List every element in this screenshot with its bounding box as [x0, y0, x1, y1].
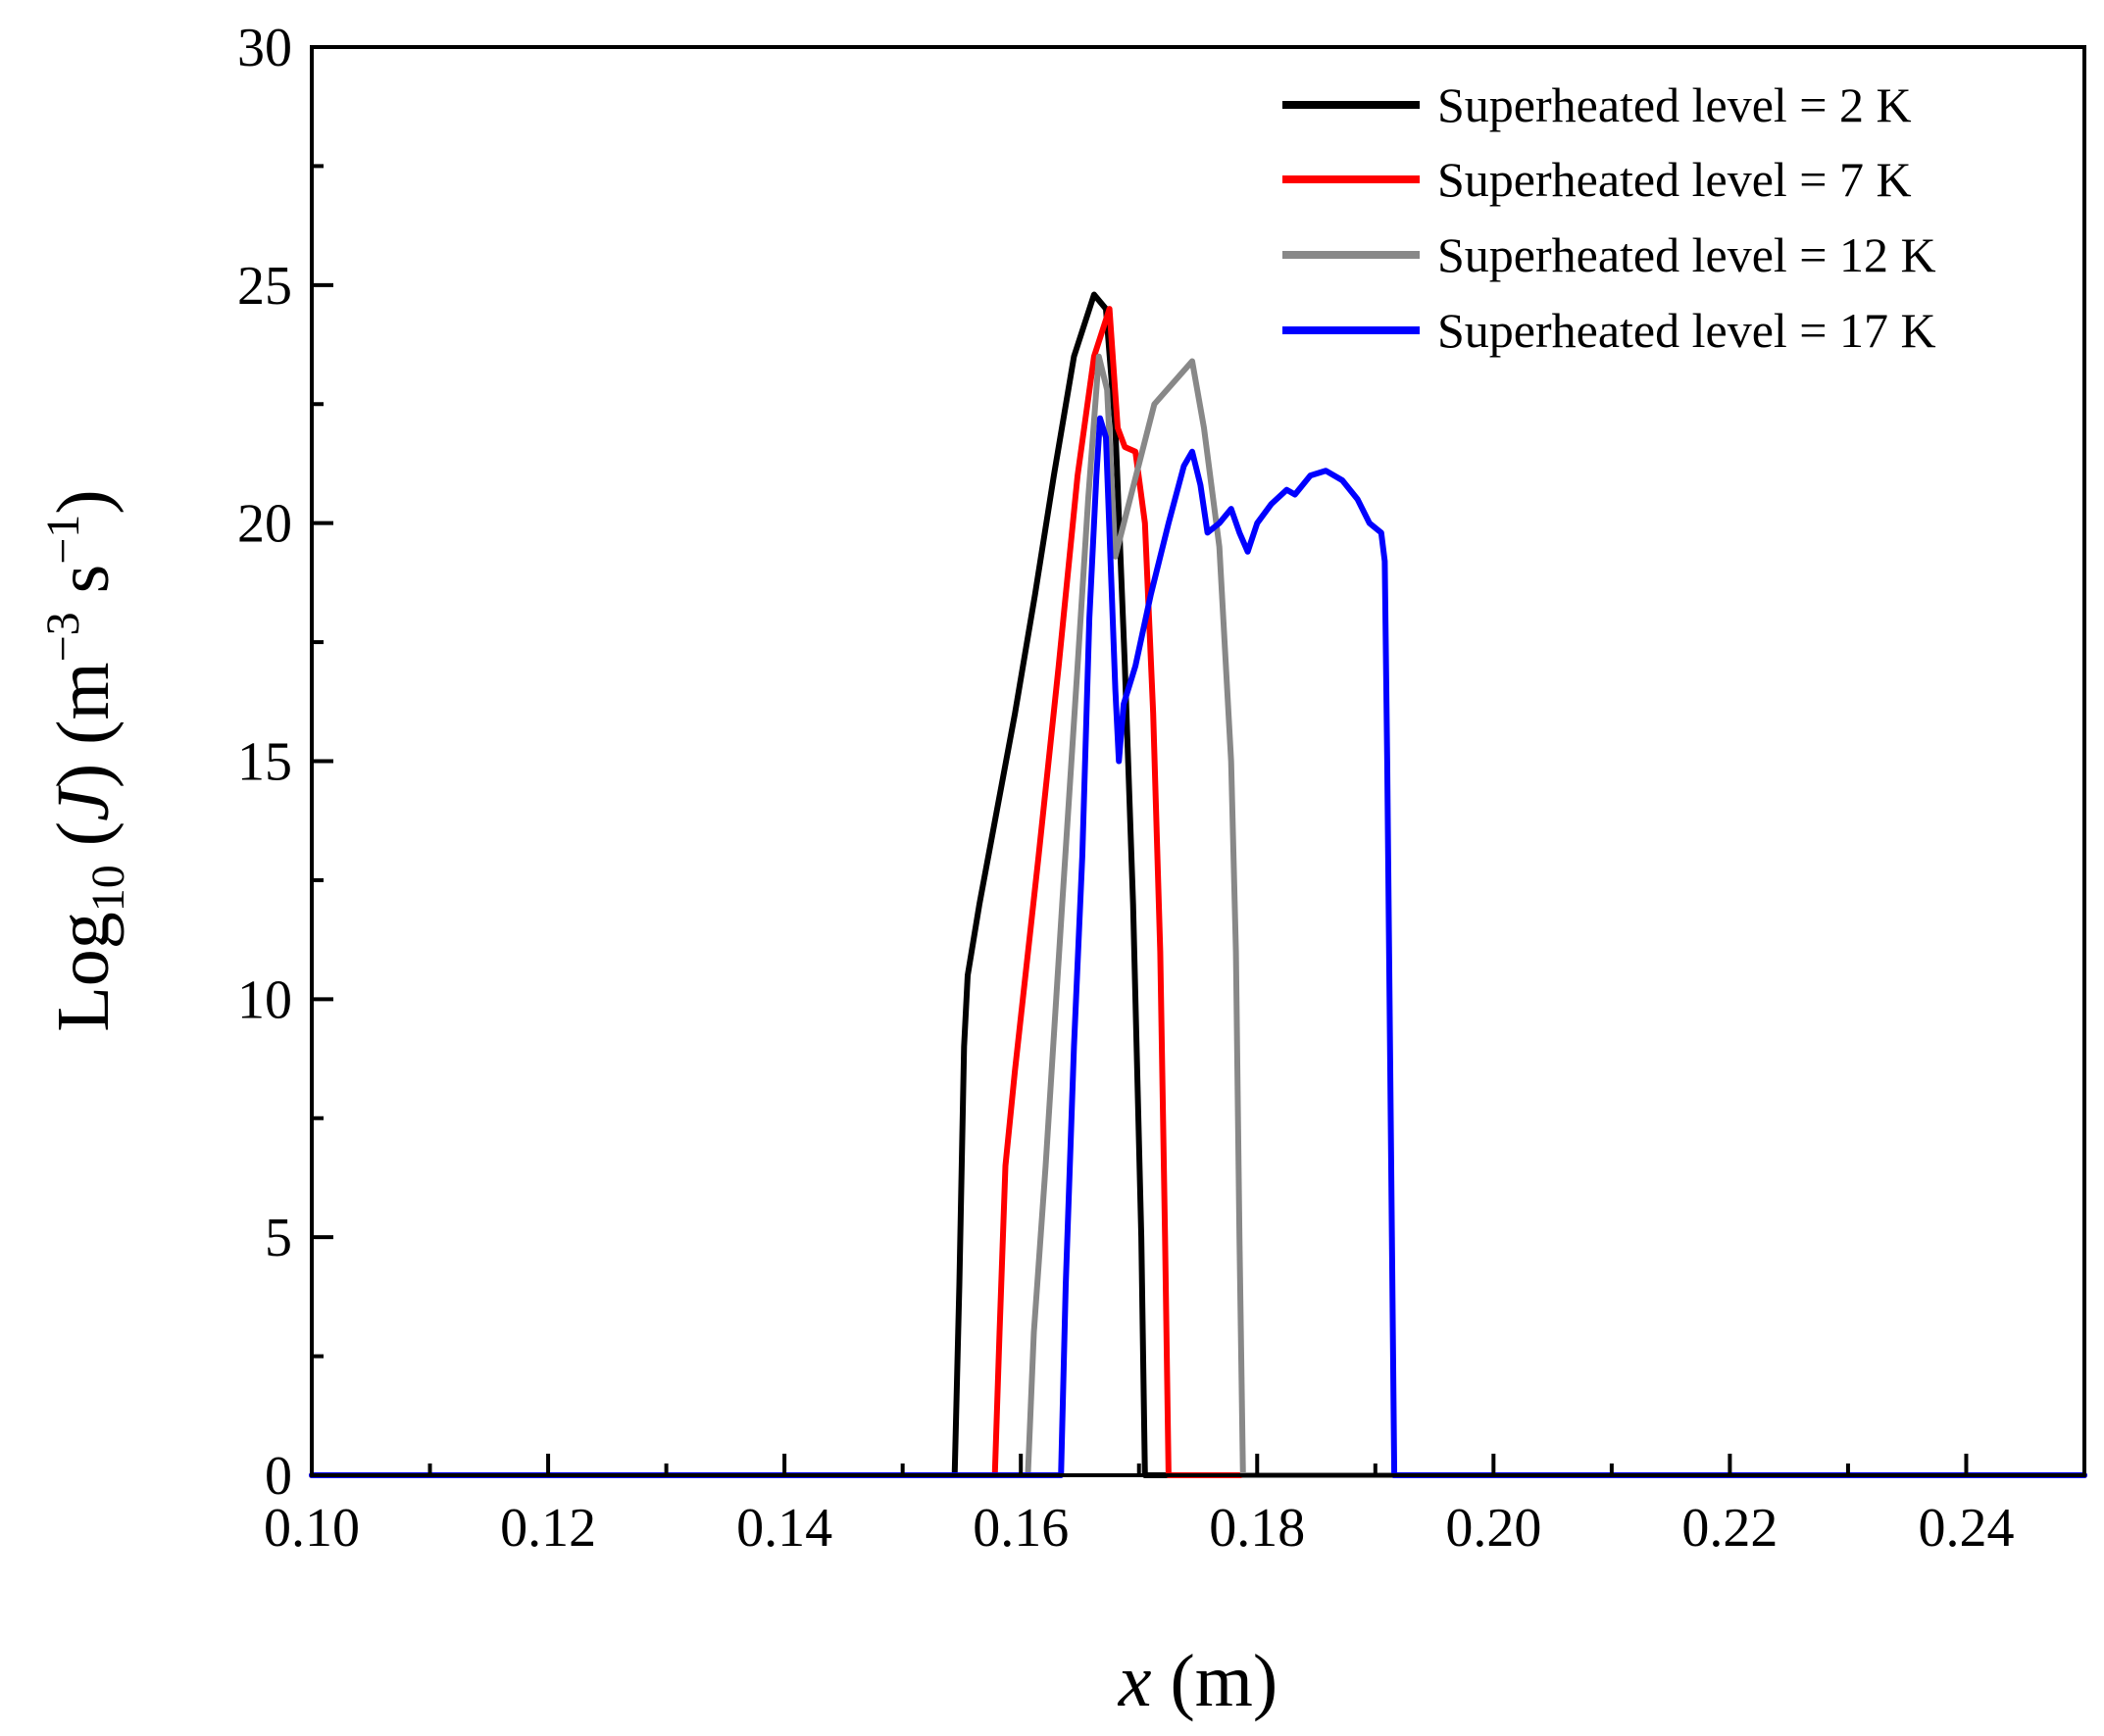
y-tick-label: 0 [265, 1446, 292, 1507]
y-tick-label: 5 [265, 1208, 292, 1268]
data-series-group [309, 291, 2087, 1478]
x-tick-label: 0.20 [1445, 1498, 1541, 1559]
x-tick-label: 0.24 [1918, 1498, 2014, 1559]
x-tick-label: 0.18 [1209, 1498, 1305, 1559]
y-axis-title-unit-mid: s [42, 565, 125, 613]
x-axis-title-var: x [1118, 1640, 1152, 1722]
x-axis-title: x (m) [1118, 1640, 1277, 1722]
y-tick-label: 15 [237, 732, 292, 793]
y-axis-title-open: ( [42, 821, 125, 865]
y-axis-title-unit-open: ) (m [42, 662, 125, 788]
series-line-1 [309, 291, 2087, 1478]
legend-label-7k: Superheated level = 7 K [1437, 152, 1912, 207]
x-tick-label: 0.22 [1681, 1498, 1778, 1559]
y-axis-title-log: Log [42, 912, 125, 1031]
x-tick-label: 0.16 [973, 1498, 1069, 1559]
y-axis-title-sub: 10 [82, 865, 134, 912]
legend: Superheated level = 2 K Superheated leve… [1282, 77, 1936, 358]
x-axis-title-unit: (m) [1152, 1640, 1278, 1722]
y-tick-label: 10 [237, 969, 292, 1030]
y-axis-title-sup2: −1 [37, 515, 89, 565]
series-line-2 [309, 306, 2087, 1478]
x-tick-label: 0.10 [264, 1498, 360, 1559]
y-tick-label: 20 [237, 494, 292, 555]
series-line-3 [309, 353, 2087, 1478]
y-axis-title-sup1: −3 [37, 612, 89, 662]
y-tick-label: 30 [237, 18, 292, 78]
x-tick-label: 0.14 [736, 1498, 832, 1559]
legend-label-12k: Superheated level = 12 K [1437, 227, 1936, 282]
y-axis-title-var: J [42, 785, 125, 821]
x-axis-ticks [310, 1454, 2086, 1475]
y-axis-ticks [312, 45, 333, 1477]
legend-label-17k: Superheated level = 17 K [1437, 303, 1936, 358]
y-axis-title-unit-close: ) [42, 489, 125, 514]
x-tick-label: 0.12 [500, 1498, 596, 1559]
y-tick-label: 25 [237, 256, 292, 317]
x-axis-tick-labels: 0.10 0.12 0.14 0.16 0.18 0.20 0.22 0.24 [264, 1498, 2014, 1559]
y-axis-title: Log10 (J) (m−3 s−1) [37, 489, 134, 1031]
legend-label-2k: Superheated level = 2 K [1437, 77, 1912, 132]
series-line-4 [309, 415, 2087, 1478]
y-axis-tick-labels: 0 5 10 15 20 25 30 [237, 18, 292, 1507]
